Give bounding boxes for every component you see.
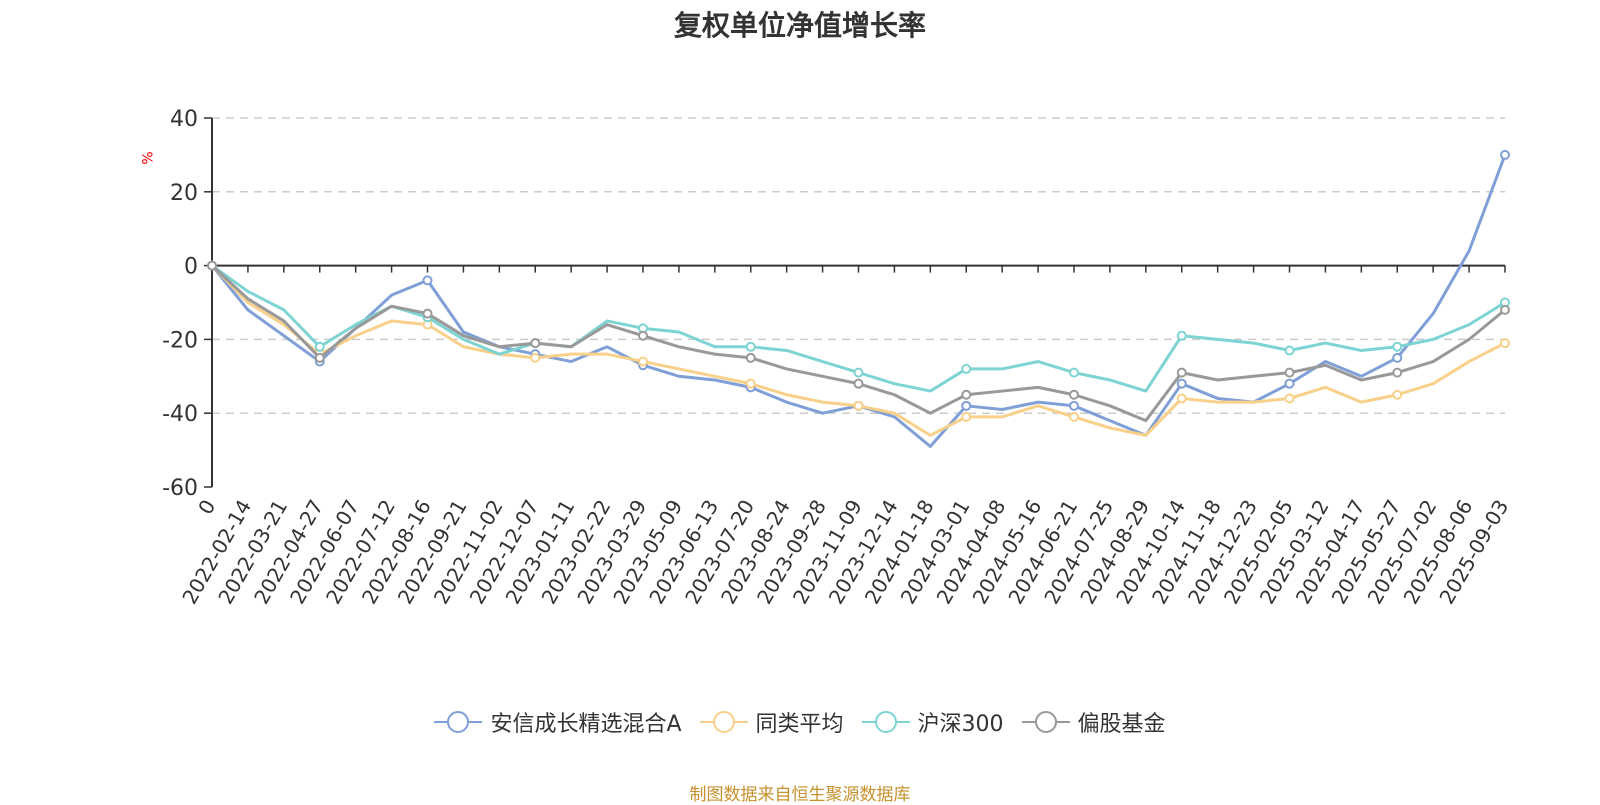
- series-point: [1176, 367, 1187, 378]
- legend-circle: [874, 711, 897, 733]
- series-point: [1069, 411, 1079, 422]
- series-point: [961, 363, 972, 374]
- series-point: [961, 389, 972, 400]
- legend-label: 沪深300: [917, 712, 1004, 737]
- series-point: [638, 330, 648, 341]
- legend-item[interactable]: 偏股基金: [1021, 706, 1166, 738]
- series-point: [1176, 330, 1187, 341]
- series-point: [1500, 304, 1510, 315]
- series-point: [745, 341, 756, 352]
- legend-label: 安信成长精选混合A: [490, 712, 682, 737]
- y-tick-label: -40: [162, 402, 198, 427]
- legend-label: 同类平均: [755, 712, 844, 737]
- x-tick-label: 0: [193, 496, 220, 519]
- legend-item[interactable]: 沪深300: [861, 706, 1004, 738]
- series-point: [745, 378, 756, 389]
- legend-item[interactable]: 安信成长精选混合A: [434, 706, 682, 738]
- series-point: [1392, 389, 1403, 400]
- data-source-note: 制图数据来自恒生聚源数据库: [689, 785, 911, 805]
- series-point: [1284, 393, 1295, 404]
- legend-symbol: [434, 711, 483, 733]
- axes: [204, 117, 1506, 488]
- series-point: [530, 338, 541, 349]
- series-point: [1284, 345, 1295, 356]
- series-point: [207, 260, 217, 271]
- grid-lines: [212, 117, 1505, 414]
- legend-label: 偏股基金: [1077, 712, 1166, 737]
- legend-circle: [1034, 711, 1057, 733]
- series-point: [530, 352, 541, 363]
- series-point: [1392, 367, 1403, 378]
- legend-item[interactable]: 同类平均: [699, 706, 844, 738]
- series-point: [1392, 352, 1403, 363]
- series-point: [1176, 393, 1187, 404]
- series-point: [314, 341, 325, 352]
- series-point: [1069, 389, 1079, 400]
- series-point: [745, 352, 756, 363]
- line-chart: 40 20 0 -20 -40 -60 02022-02-142022-03-212022…: [162, 107, 1513, 608]
- series-point: [853, 400, 864, 411]
- series-lines: [207, 149, 1510, 448]
- legend-circle: [447, 711, 470, 733]
- series-point: [1284, 367, 1295, 378]
- chart-title: 复权单位净值增长率: [673, 9, 926, 42]
- series-point: [422, 308, 433, 319]
- series-point: [422, 275, 433, 286]
- legend-symbol: [699, 711, 748, 733]
- series-point: [961, 400, 972, 411]
- series-point: [1284, 378, 1295, 389]
- series-point: [1069, 400, 1079, 411]
- x-tick-labels: 02022-02-142022-03-212022-04-272022-06-0…: [177, 495, 1513, 608]
- series-point: [314, 352, 325, 363]
- series-point: [638, 356, 648, 367]
- series-point: [1500, 338, 1510, 349]
- y-tick-label: -60: [162, 476, 198, 501]
- legend-symbol: [1021, 711, 1070, 733]
- series-point: [1176, 378, 1187, 389]
- legend-circle: [712, 711, 735, 733]
- y-tick-label: 40: [170, 107, 198, 132]
- series-point: [1392, 341, 1403, 352]
- y-tick-labels: 40 20 0 -20 -40 -60: [162, 107, 198, 501]
- y-tick-label: 20: [170, 181, 198, 206]
- series-point: [961, 411, 972, 422]
- series-point: [853, 367, 864, 378]
- y-tick-label: -20: [162, 328, 198, 353]
- series-point: [853, 378, 864, 389]
- legend-symbol: [861, 711, 910, 733]
- series-point: [1069, 367, 1079, 378]
- series-point: [1500, 149, 1510, 160]
- legend: 安信成长精选混合A 同类平均 沪深300 偏股基金: [0, 706, 1600, 738]
- y-tick-label: 0: [184, 255, 198, 280]
